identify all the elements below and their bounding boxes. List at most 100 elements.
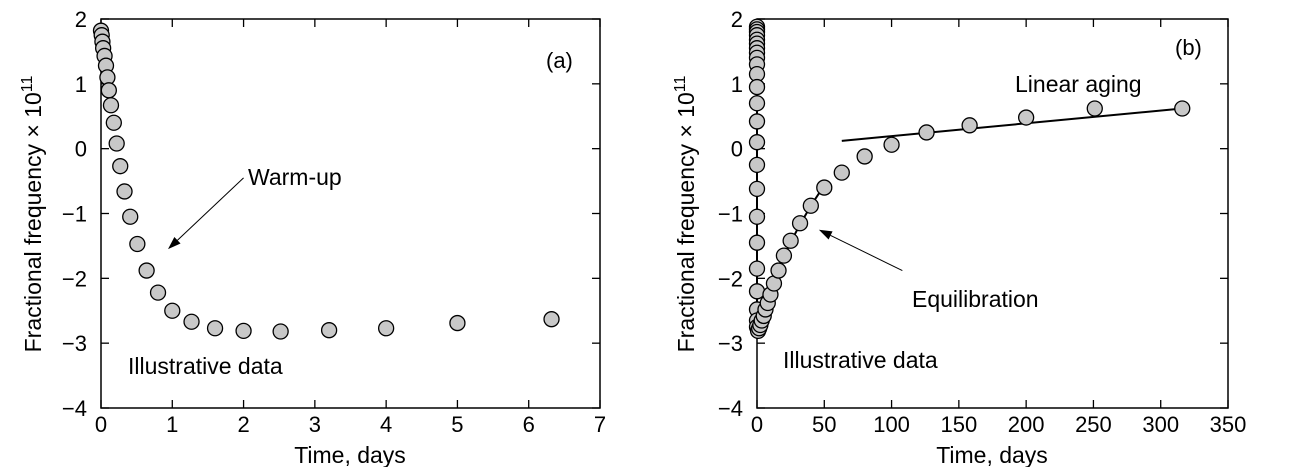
data-point	[775, 247, 793, 264]
panel-a-x-ticks	[100, 19, 601, 408]
data-point	[1174, 100, 1191, 117]
data-point	[856, 148, 873, 165]
y-tick-label: −2	[62, 266, 87, 291]
annotation-arrow-head	[168, 236, 181, 250]
data-point	[272, 323, 289, 340]
data-point	[770, 262, 787, 279]
panel-b-equilibration-label: Equilibration	[912, 286, 1039, 312]
panel-a-warmup-label: Warm-up	[248, 164, 342, 190]
data-point	[105, 114, 122, 131]
panel-a-y-axis-label-exponent: 11	[19, 76, 36, 93]
data-point	[449, 314, 466, 332]
panel-a-y-tick-labels: 2 1 0 −1 −2 −3 −4	[62, 7, 87, 421]
y-tick-label: −1	[62, 202, 87, 227]
data-point	[112, 158, 129, 175]
data-point	[129, 235, 146, 253]
x-tick-label: 2	[237, 412, 249, 437]
y-tick-label: 2	[731, 7, 743, 32]
panel-b-illustrative-data-label: Illustrative data	[783, 347, 938, 373]
y-tick-label: −2	[718, 266, 743, 291]
x-tick-label: 50	[812, 412, 836, 437]
y-tick-label: 1	[731, 72, 743, 97]
y-tick-label: −3	[718, 331, 743, 356]
data-point	[748, 180, 766, 198]
data-point	[235, 322, 252, 339]
x-tick-label: 350	[1210, 412, 1247, 437]
panel-a-y-axis-label: Fractional frequency × 1011	[19, 76, 46, 353]
data-point	[1017, 109, 1035, 126]
panel-a-data-points	[92, 22, 560, 340]
data-point	[116, 183, 133, 200]
panel-b-y-axis-label-text: Fractional frequency × 10	[673, 92, 699, 352]
data-point	[183, 313, 200, 330]
x-tick-label: 4	[380, 412, 392, 437]
x-tick-label: 1	[166, 412, 178, 437]
x-tick-label: 300	[1142, 412, 1179, 437]
panel-b-y-axis-label: Fractional frequency × 1011	[672, 76, 699, 353]
panel-a-arrows	[168, 177, 244, 250]
data-point	[122, 208, 139, 225]
annotation-arrow-head	[818, 229, 833, 240]
panel-b-linear-aging-label: Linear aging	[1015, 71, 1142, 97]
linear-aging-line	[841, 107, 1183, 142]
x-tick-label: 100	[873, 412, 910, 437]
panel-a-y-axis-label-text: Fractional frequency × 10	[20, 92, 46, 352]
y-tick-label: −3	[62, 331, 87, 356]
y-tick-label: 0	[75, 137, 87, 162]
panel-b-y-tick-labels: 2 1 0 −1 −2 −3 −4	[718, 7, 743, 421]
data-point	[102, 97, 120, 114]
data-point	[961, 117, 978, 134]
panel-a-plot-frame	[100, 18, 601, 409]
x-tick-label: 250	[1075, 412, 1112, 437]
panel-a-tag: (a)	[546, 48, 573, 73]
y-tick-label: 1	[75, 72, 87, 97]
data-point	[748, 234, 766, 251]
annotation-arrow-shaft	[177, 177, 244, 241]
data-point	[149, 284, 167, 301]
data-point	[1086, 100, 1103, 117]
x-tick-label: 6	[523, 412, 535, 437]
x-tick-label: 200	[1008, 412, 1045, 437]
y-tick-label: 0	[731, 137, 743, 162]
data-point	[320, 322, 338, 339]
panel-b-x-tick-labels: 0 50 100 150 200 250 300 350	[751, 412, 1246, 437]
y-tick-label: −1	[718, 202, 743, 227]
data-point	[802, 197, 819, 214]
data-point	[206, 320, 224, 337]
panel-b-y-axis-label-exponent: 11	[672, 76, 689, 93]
data-point	[883, 136, 900, 153]
data-point	[833, 164, 850, 181]
panel-b-x-axis-label: Time, days	[936, 442, 1048, 467]
data-point	[791, 215, 809, 232]
x-tick-label: 3	[309, 412, 321, 437]
x-tick-label: 150	[940, 412, 977, 437]
data-point	[377, 320, 395, 337]
data-point	[748, 156, 766, 174]
x-tick-label: 0	[751, 412, 763, 437]
panel-b-data-points	[748, 18, 1191, 339]
panel-b-tag: (b)	[1175, 35, 1202, 60]
data-point	[748, 260, 766, 277]
data-point	[782, 232, 799, 249]
panel-a-y-ticks	[101, 18, 600, 409]
annotation-arrow-shaft	[830, 234, 903, 272]
x-tick-label: 0	[95, 412, 107, 437]
panel-a-chart: 0 1 2 3 4 5 6 7 2 1 0 −1 −2 −3 −4 (a) Time, days Frac…	[19, 7, 606, 467]
y-tick-label: 2	[75, 7, 87, 32]
panel-a-x-axis-label: Time, days	[294, 442, 406, 467]
data-point	[543, 311, 560, 328]
data-point	[748, 208, 766, 225]
data-point	[164, 302, 181, 319]
panel-a-illustrative-data-label: Illustrative data	[128, 353, 283, 379]
y-tick-label: −4	[62, 396, 87, 421]
y-tick-label: −4	[718, 396, 743, 421]
panel-a-x-tick-labels: 0 1 2 3 4 5 6 7	[95, 412, 606, 437]
data-point	[748, 113, 766, 130]
data-point	[108, 135, 125, 152]
data-point	[748, 283, 766, 300]
x-tick-label: 5	[451, 412, 463, 437]
data-point	[748, 134, 766, 151]
panel-b-chart: 0 50 100 150 200 250 300 350 2 1 0 −1 −2 −3 −4 (b) Ti…	[672, 7, 1246, 467]
x-tick-label: 7	[594, 412, 606, 437]
